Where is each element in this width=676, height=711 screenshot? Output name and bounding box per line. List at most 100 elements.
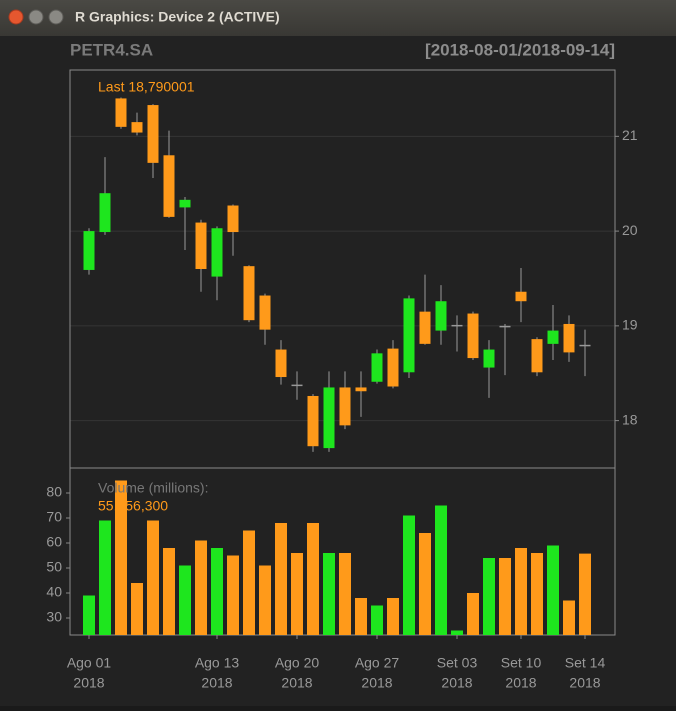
candle-body xyxy=(99,193,111,233)
candle-body xyxy=(339,387,351,426)
maximize-button[interactable] xyxy=(48,9,64,25)
y-tick-label: 80 xyxy=(46,484,62,500)
candle-body xyxy=(83,231,95,270)
volume-last-label: 55,756,300 xyxy=(98,498,168,514)
volume-bar xyxy=(243,530,255,635)
volume-bar xyxy=(531,553,543,635)
volume-bar xyxy=(419,533,431,635)
volume-bar xyxy=(451,630,463,635)
volume-bar xyxy=(499,558,511,635)
candle-body xyxy=(387,348,399,387)
x-tick-year: 2018 xyxy=(201,675,232,691)
candle-body xyxy=(419,311,431,344)
candle-body xyxy=(515,291,527,302)
chart-subtitle: [2018-08-01/2018-09-14] xyxy=(425,40,615,59)
y-tick-label: 30 xyxy=(46,609,62,625)
candle-body xyxy=(403,298,415,373)
candle-body xyxy=(563,323,575,353)
candle-body xyxy=(483,349,495,368)
volume-bar xyxy=(483,558,495,635)
volume-bar xyxy=(259,565,271,635)
volume-bar xyxy=(307,523,319,635)
title-bar xyxy=(0,0,676,36)
window-title: R Graphics: Device 2 (ACTIVE) xyxy=(75,9,280,25)
candle-body xyxy=(579,344,591,347)
volume-bar xyxy=(211,548,223,635)
candle-body xyxy=(467,313,479,359)
y-tick-label: 50 xyxy=(46,559,62,575)
minimize-button[interactable] xyxy=(28,9,44,25)
x-tick-label: Ago 20 xyxy=(275,655,320,671)
volume-bar xyxy=(147,520,159,635)
x-tick-label: Set 03 xyxy=(437,655,478,671)
volume-bar xyxy=(403,515,415,635)
candle-body xyxy=(179,199,191,208)
candle-body xyxy=(211,228,223,277)
volume-bar xyxy=(547,545,559,635)
volume-bar xyxy=(131,583,143,635)
x-tick-year: 2018 xyxy=(281,675,312,691)
candle-body xyxy=(451,324,463,327)
volume-bar xyxy=(99,520,111,635)
y-tick-label: 19 xyxy=(622,317,638,333)
volume-bar xyxy=(227,555,239,635)
plot-area xyxy=(0,36,676,706)
candle-body xyxy=(323,387,335,449)
volume-bar xyxy=(387,598,399,635)
candle-body xyxy=(547,330,559,344)
candle-body xyxy=(499,325,511,328)
volume-bar xyxy=(195,540,207,635)
x-tick-year: 2018 xyxy=(505,675,536,691)
volume-bar xyxy=(515,548,527,635)
x-tick-year: 2018 xyxy=(361,675,392,691)
x-tick-label: Ago 01 xyxy=(67,655,112,671)
candle-body xyxy=(531,339,543,373)
candle-body xyxy=(131,122,143,133)
y-tick-label: 70 xyxy=(46,509,62,525)
volume-bar xyxy=(323,553,335,635)
y-tick-label: 18 xyxy=(622,411,638,427)
y-tick-label: 40 xyxy=(46,584,62,600)
x-tick-year: 2018 xyxy=(569,675,600,691)
volume-bar xyxy=(339,553,351,635)
volume-bar xyxy=(467,593,479,635)
volume-bar xyxy=(179,565,191,635)
candle-body xyxy=(371,353,383,382)
candle-body xyxy=(291,384,303,387)
x-tick-year: 2018 xyxy=(73,675,104,691)
candle-body xyxy=(195,222,207,269)
x-tick-label: Set 14 xyxy=(565,655,606,671)
chart: 18 19 20 21 30 40 50 60 70 80 Ago 01 2018 Ago 13 2018… xyxy=(46,69,638,691)
candle-body xyxy=(435,301,447,331)
candle-body xyxy=(147,105,159,163)
volume-bar xyxy=(83,595,95,635)
y-tick-label: 60 xyxy=(46,534,62,550)
last-label: Last 18,790001 xyxy=(98,79,195,95)
x-tick-label: Ago 13 xyxy=(195,655,240,671)
candle-body xyxy=(275,349,287,378)
x-tick-label: Set 10 xyxy=(501,655,542,671)
candle-body xyxy=(355,387,367,392)
candle-body xyxy=(227,205,239,233)
candle-body xyxy=(115,98,127,127)
x-tick-label: Ago 27 xyxy=(355,655,400,671)
volume-bar xyxy=(115,480,127,635)
volume-bar xyxy=(163,548,175,635)
volume-bar xyxy=(579,553,591,635)
chart-title: PETR4.SA xyxy=(70,40,153,59)
volume-label: Volume (millions): xyxy=(98,480,208,496)
volume-bar xyxy=(275,523,287,635)
volume-bar xyxy=(371,605,383,635)
close-button[interactable] xyxy=(8,9,24,25)
y-tick-label: 21 xyxy=(622,127,638,143)
volume-bar xyxy=(291,553,303,635)
x-tick-year: 2018 xyxy=(441,675,472,691)
candle-body xyxy=(163,155,175,217)
volume-bar xyxy=(355,598,367,635)
candle-body xyxy=(307,395,319,447)
y-tick-label: 20 xyxy=(622,222,638,238)
candle-body xyxy=(243,266,255,321)
candle-body xyxy=(259,295,271,330)
